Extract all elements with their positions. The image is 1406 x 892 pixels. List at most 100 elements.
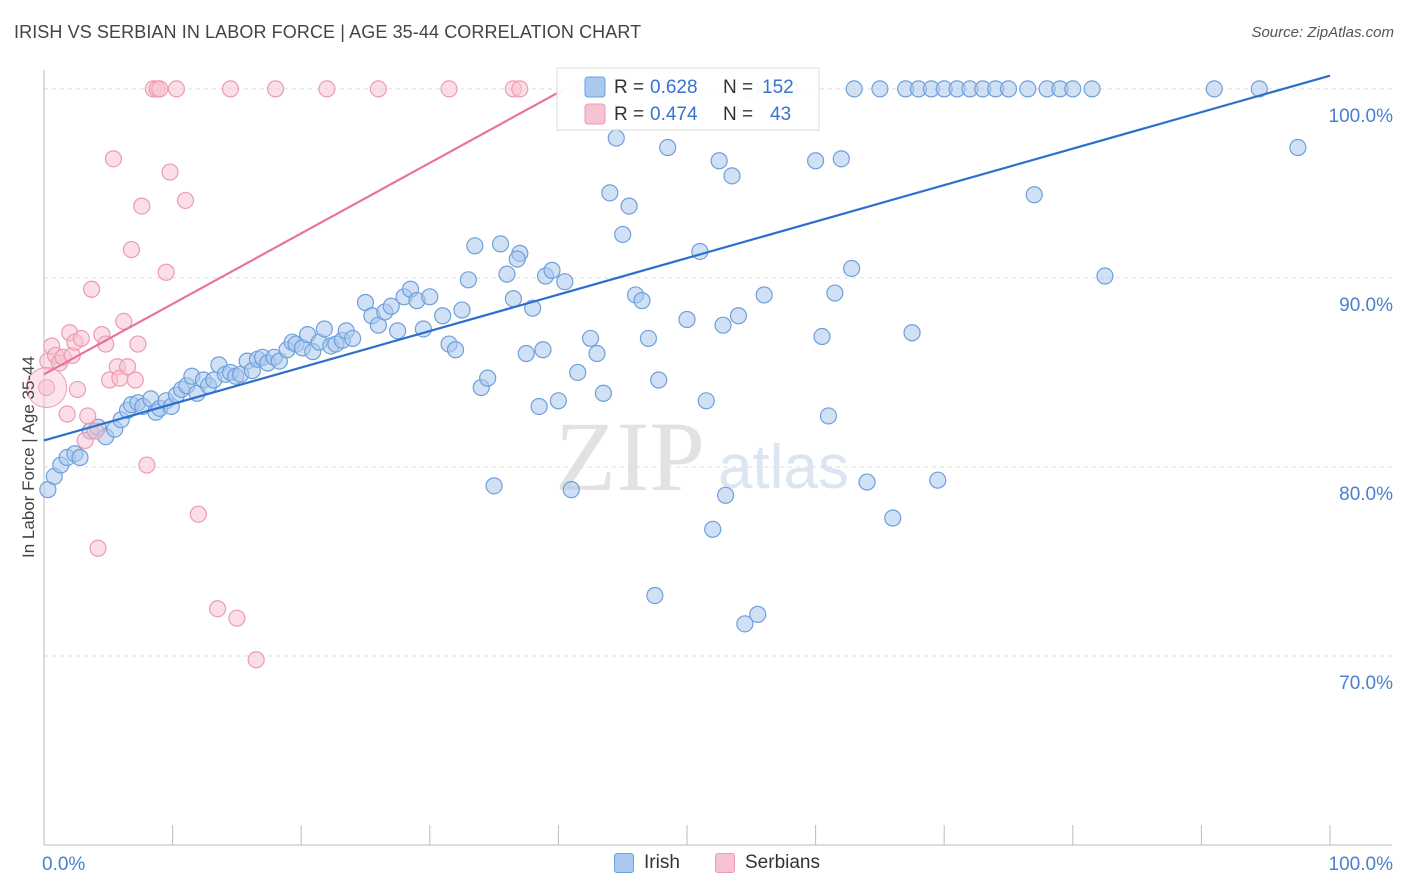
irish-point bbox=[639, 329, 658, 348]
serbians-point bbox=[318, 80, 336, 98]
irish-point bbox=[704, 520, 722, 538]
serbians-point bbox=[161, 163, 179, 181]
irish-point bbox=[659, 138, 677, 157]
serbians-point bbox=[221, 80, 240, 98]
legend-item-serbians: Serbians bbox=[715, 852, 820, 874]
x-tick-label-0: 0.0% bbox=[42, 854, 85, 875]
irish-point bbox=[601, 184, 619, 202]
irish-point bbox=[71, 448, 89, 467]
irish-point bbox=[491, 235, 510, 253]
irish-point bbox=[714, 316, 732, 334]
serbians-point bbox=[189, 505, 207, 523]
irish-point bbox=[858, 473, 876, 491]
legend-label-irish: Irish bbox=[644, 852, 680, 873]
irish-point bbox=[806, 152, 825, 170]
serbians-point bbox=[228, 609, 246, 627]
irish-point bbox=[549, 392, 568, 410]
irish-point bbox=[607, 129, 625, 147]
irish-point bbox=[446, 341, 465, 359]
irish-point bbox=[530, 397, 548, 416]
legend-label-serbians: Serbians bbox=[745, 852, 820, 873]
irish-point bbox=[749, 605, 767, 623]
serbians-point bbox=[122, 240, 141, 259]
serbians-point bbox=[151, 80, 169, 98]
irish-point bbox=[929, 471, 947, 489]
serbians-point bbox=[440, 80, 458, 98]
irish-point bbox=[508, 250, 526, 268]
legend-irish-r-label: R = bbox=[614, 77, 644, 98]
irish-point bbox=[382, 297, 400, 315]
irish-point bbox=[871, 80, 889, 98]
irish-point bbox=[389, 322, 407, 340]
irish-point bbox=[813, 327, 831, 346]
irish-point bbox=[594, 384, 613, 402]
irish-point bbox=[485, 477, 503, 495]
serbians-point bbox=[68, 380, 87, 399]
irish-point bbox=[736, 615, 754, 633]
irish-point bbox=[697, 392, 715, 410]
legend-swatch-serbians-bottom bbox=[715, 853, 735, 873]
legend-swatch-serbians bbox=[584, 103, 606, 125]
serbians-point bbox=[89, 539, 107, 557]
irish-point bbox=[633, 292, 651, 310]
serbians-large-point bbox=[26, 367, 68, 409]
x-axis-tick-labels: 0.0% 100.0% bbox=[42, 854, 1393, 875]
legend-irish-n-label: N = bbox=[723, 77, 753, 98]
irish-point bbox=[517, 344, 535, 363]
irish-point bbox=[1096, 267, 1114, 285]
serbians-point bbox=[58, 405, 76, 423]
irish-point bbox=[729, 307, 748, 325]
irish-point bbox=[588, 344, 606, 363]
irish-point bbox=[1064, 80, 1082, 98]
irish-point bbox=[999, 80, 1018, 98]
source-label: Source: ZipAtlas.com bbox=[1251, 24, 1394, 41]
serbians-point bbox=[82, 280, 101, 298]
irish-point bbox=[562, 481, 580, 499]
irish-point bbox=[826, 284, 844, 302]
irish-point bbox=[723, 167, 741, 185]
irish-point bbox=[569, 363, 587, 382]
serbians-point bbox=[511, 80, 529, 98]
trend-line-irish bbox=[43, 74, 1331, 442]
legend-serbians-r-value: 0.474 bbox=[650, 104, 698, 125]
irish-point bbox=[832, 150, 850, 168]
irish-point bbox=[534, 341, 552, 359]
stats-legend: R = 0.628 N = 152 R = 0.474 N = 43 bbox=[556, 67, 820, 131]
irish-point bbox=[1205, 80, 1223, 98]
series-serbians-points bbox=[26, 80, 529, 669]
serbians-point bbox=[104, 150, 123, 168]
irish-point bbox=[620, 197, 638, 215]
irish-point bbox=[543, 261, 561, 279]
irish-point bbox=[466, 237, 484, 255]
irish-point bbox=[884, 509, 902, 527]
irish-point bbox=[646, 586, 664, 605]
legend-swatch-irish-bottom bbox=[614, 853, 634, 873]
y-tick-label-70: 70.0% bbox=[1339, 673, 1393, 694]
irish-point bbox=[710, 152, 728, 170]
y-tick-label-90: 90.0% bbox=[1339, 295, 1393, 316]
serbians-point bbox=[176, 191, 195, 210]
irish-point bbox=[581, 329, 600, 348]
watermark-zip: ZIP bbox=[555, 401, 705, 512]
legend-serbians-n-label: N = bbox=[723, 104, 753, 125]
irish-point bbox=[678, 310, 696, 329]
irish-point bbox=[453, 301, 471, 319]
irish-point bbox=[819, 407, 838, 425]
y-axis-tick-labels: 70.0% 80.0% 90.0% 100.0% bbox=[1329, 106, 1394, 694]
y-axis-label: In Labor Force | Age 35-44 bbox=[19, 356, 38, 558]
irish-point bbox=[650, 371, 668, 389]
serbians-point bbox=[157, 263, 175, 281]
y-tick-label-80: 80.0% bbox=[1339, 484, 1393, 505]
serbians-point bbox=[72, 329, 90, 348]
serbians-point bbox=[209, 600, 227, 618]
irish-point bbox=[845, 80, 863, 98]
series-legend: Irish Serbians bbox=[0, 852, 1406, 878]
irish-point bbox=[556, 273, 574, 291]
trend-line-serbians bbox=[43, 87, 566, 376]
irish-point bbox=[498, 265, 516, 283]
serbians-point bbox=[138, 456, 156, 474]
irish-point bbox=[315, 320, 333, 338]
legend-serbians-n-value: 43 bbox=[770, 104, 791, 125]
watermark: ZIP atlas bbox=[555, 401, 849, 512]
